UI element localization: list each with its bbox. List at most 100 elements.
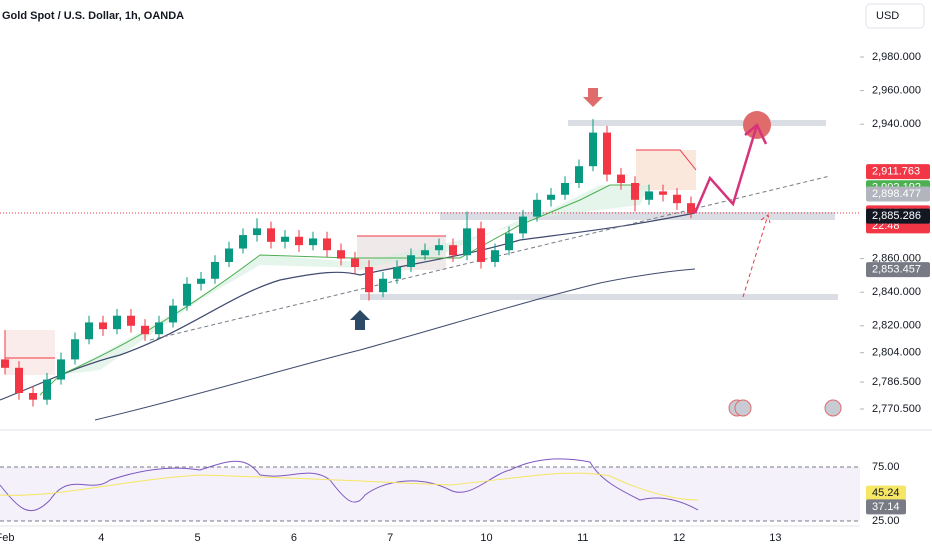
trend-line (149, 175, 831, 341)
candle-body (99, 322, 107, 330)
event-flag[interactable] (734, 399, 752, 417)
candle-body (197, 278, 205, 284)
candle-body (71, 339, 79, 360)
rsi-ma (0, 472, 699, 501)
candle-body (43, 379, 51, 400)
candle-body (393, 267, 401, 279)
price-badge-label: 2,911.763 (872, 166, 920, 178)
cloud-zone (5, 330, 55, 375)
price-tick-label: 2,860.000 (872, 253, 921, 265)
low-zone (360, 294, 838, 300)
price-tick-label: 2,980.000 (872, 51, 921, 63)
candle-body (253, 228, 261, 236)
candle-body (519, 216, 527, 234)
support-zone (440, 212, 835, 220)
candle-body (85, 322, 93, 340)
price-tick-label: 2,960.000 (872, 85, 921, 97)
price-badge (866, 262, 930, 278)
candle-body (645, 191, 653, 200)
rsi-band (0, 467, 860, 521)
price-badge-label: 2,898.477 (872, 188, 921, 200)
candle-body (1, 359, 9, 368)
ma-mid (0, 212, 696, 401)
candle-body (29, 393, 37, 400)
date-label: 6 (291, 532, 297, 544)
date-label: 13 (769, 532, 781, 544)
symbol-title: Gold Spot / U.S. Dollar, 1h, OANDA (2, 10, 184, 22)
ma-slow (94, 268, 696, 421)
candle-body (659, 191, 667, 195)
down-arrow (583, 88, 603, 107)
rsi-badge-label: 45.24 (872, 487, 900, 499)
rsi-badge (866, 485, 906, 501)
candle-body (281, 236, 289, 242)
candle-body (547, 194, 555, 200)
candle-body (673, 194, 681, 204)
candle-body (575, 166, 583, 183)
price-tick-label: 2,770.500 (872, 403, 921, 415)
rsi-badge (866, 499, 906, 515)
candle-body (295, 236, 303, 246)
price-badge (866, 208, 930, 224)
candle-body (225, 248, 233, 262)
candle-body (239, 235, 247, 249)
candle-body (379, 278, 387, 293)
candle-body (365, 267, 373, 293)
price-badge (866, 186, 930, 202)
price-tick-label: 2,804.000 (872, 347, 921, 359)
candle-body (211, 261, 219, 279)
candle-body (267, 228, 275, 242)
price-badge-label: 2,853.457 (872, 263, 921, 275)
currency-label[interactable]: USD (876, 10, 899, 22)
cloud-area (60, 185, 650, 375)
candle-body (533, 199, 541, 217)
price-tick-label: 2,786.500 (872, 376, 921, 388)
candle-body (687, 203, 695, 214)
trail-line (39, 184, 640, 396)
candle-body (449, 245, 457, 256)
candle-body (505, 233, 513, 251)
candle-body (421, 250, 429, 256)
dashed-arrow (742, 214, 771, 298)
candle-body (127, 315, 135, 326)
price-badge-label: 2,885.286 (872, 210, 921, 222)
date-label: Feb (0, 532, 14, 544)
date-label: 11 (577, 532, 588, 544)
candle-body (407, 255, 415, 267)
candle-body (463, 228, 471, 256)
date-label: 12 (673, 532, 685, 544)
candle-body (309, 238, 317, 246)
price-badge (866, 164, 930, 180)
event-flag[interactable] (824, 399, 842, 417)
resistance-zone (568, 120, 826, 126)
candle-body (57, 359, 65, 380)
candle-body (477, 228, 485, 262)
candle-body (491, 250, 499, 262)
date-label: 4 (98, 532, 104, 544)
candle-body (631, 183, 639, 200)
cloud-zone (636, 150, 696, 190)
candle-body (113, 315, 121, 330)
rsi-tick-label: 25.00 (872, 515, 900, 527)
currency-button[interactable] (865, 3, 925, 29)
date-label: 7 (387, 532, 393, 544)
rsi-tick-label: 75.00 (872, 461, 900, 473)
candle-body (155, 322, 163, 335)
rsi-badge-label: 37.14 (872, 501, 900, 513)
candle-body (617, 174, 625, 183)
candle-body (351, 258, 359, 267)
candle-body (169, 305, 177, 323)
candle-body (603, 132, 611, 175)
candle-body (561, 183, 569, 195)
price-tick-label: 2,820.000 (872, 320, 921, 332)
candle-body (337, 250, 345, 259)
price-tick-label: 2,940.000 (872, 118, 921, 130)
price-tick-label: 2,840.000 (872, 286, 921, 298)
projection-path (693, 123, 768, 214)
candle-body (435, 245, 443, 251)
candle-body (15, 367, 23, 393)
candle-body (323, 238, 331, 251)
candle-body (141, 325, 149, 335)
up-arrow (350, 310, 370, 330)
